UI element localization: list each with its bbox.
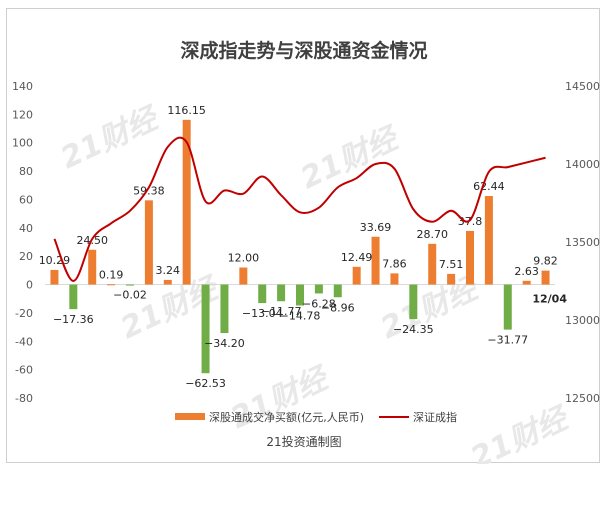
left-axis-tick-label: -40	[15, 335, 33, 348]
bar-data-label: −6.28	[302, 297, 336, 310]
bar	[466, 230, 474, 285]
left-axis-tick-label: 0	[26, 279, 33, 292]
bar-data-label: −0.02	[113, 289, 147, 302]
watermark-text: 21财经	[56, 100, 167, 176]
legend-label-line: 深证成指	[413, 410, 457, 424]
bar-data-label: −13.04	[242, 307, 283, 320]
bar-data-label: 12.49	[341, 251, 373, 264]
legend-swatch-bar	[175, 413, 205, 420]
bar-data-label: −34.20	[204, 337, 245, 350]
bar	[314, 284, 323, 294]
left-axis-tick-label: -20	[15, 307, 33, 320]
bar-data-label: −17.36	[53, 313, 94, 326]
bar	[50, 269, 59, 285]
bar	[333, 284, 342, 298]
right-axis-tick-label: 13000	[565, 314, 600, 327]
bar-data-label: −11.77	[261, 305, 302, 318]
bar	[447, 273, 456, 285]
bar	[541, 270, 550, 285]
bar	[258, 284, 267, 304]
chart-frame: 21财经 21财经 21财经 21财经 21财经 21财经 深成指走势与深股通资金情况 140…	[6, 8, 600, 464]
bar-data-label: 3.24	[156, 264, 181, 277]
bar-data-label: −31.77	[487, 334, 528, 347]
left-axis-tick-label: 60	[19, 193, 33, 206]
bar-data-label: 33.69	[360, 221, 392, 234]
watermark-text: 21财经	[296, 120, 407, 196]
bar-data-label: −8.96	[321, 301, 355, 314]
bar-data-label: −24.35	[393, 323, 434, 336]
bar	[390, 273, 399, 285]
right-axis-tick-label: 12500	[565, 392, 600, 405]
bar	[371, 236, 380, 285]
right-axis-tick-label: 13500	[565, 236, 600, 249]
chart-credit: 21投资通制图	[266, 434, 341, 449]
bar-data-label: 7.86	[382, 257, 407, 270]
bar-data-label: 7.51	[439, 258, 464, 271]
bar	[126, 284, 134, 286]
left-axis-tick-label: 40	[19, 222, 33, 235]
watermark-text: 21财经	[466, 400, 577, 464]
bar-data-label: 12.00	[228, 252, 260, 265]
bar-data-label: 62.44	[473, 180, 505, 193]
bar	[503, 284, 512, 330]
bar	[239, 267, 248, 285]
bar	[201, 284, 210, 374]
bar-data-label: 9.82	[533, 255, 558, 268]
bar	[409, 284, 418, 320]
chart-title: 深成指走势与深股通资金情况	[180, 39, 427, 62]
bar	[182, 119, 191, 285]
left-axis-tick-label: 20	[19, 250, 33, 263]
right-axis-tick-label: 14500	[565, 80, 600, 93]
bar	[296, 284, 304, 306]
bar	[484, 195, 493, 285]
left-axis-tick-label: 80	[19, 165, 33, 178]
left-axis-tick-label: -80	[15, 392, 33, 405]
right-axis-tick-label: 14000	[565, 158, 600, 171]
left-axis-tick-label: 140	[12, 80, 33, 93]
left-axis-tick-label: 120	[12, 108, 33, 121]
watermark-text: 21财经	[226, 360, 337, 436]
bar-data-label: 59.38	[133, 184, 165, 197]
left-axis-tick-label: 100	[12, 137, 33, 150]
bar-data-label: 2.63	[514, 265, 539, 278]
bar-data-label: −14.78	[280, 310, 321, 323]
index-line	[53, 136, 546, 283]
bar-data-label: 0.19	[99, 268, 124, 281]
left-axis-tick-label: -60	[15, 364, 33, 377]
bar	[88, 249, 97, 285]
legend-label-bar: 深股通成交净买额(亿元,人民币)	[209, 410, 364, 424]
bar	[107, 284, 116, 286]
bar	[522, 280, 531, 285]
bar	[163, 279, 172, 285]
bar	[277, 284, 286, 302]
bar	[144, 200, 153, 285]
bar-data-label: −62.53	[185, 377, 226, 390]
bar	[352, 266, 361, 285]
last-date-label: 12/04	[532, 293, 567, 306]
bar	[69, 284, 78, 310]
bar	[220, 284, 229, 334]
bar	[428, 243, 437, 285]
bar-data-label: 28.70	[416, 228, 448, 241]
bar-data-label: 116.15	[167, 104, 206, 117]
bar-data-label: 10.29	[39, 254, 71, 267]
